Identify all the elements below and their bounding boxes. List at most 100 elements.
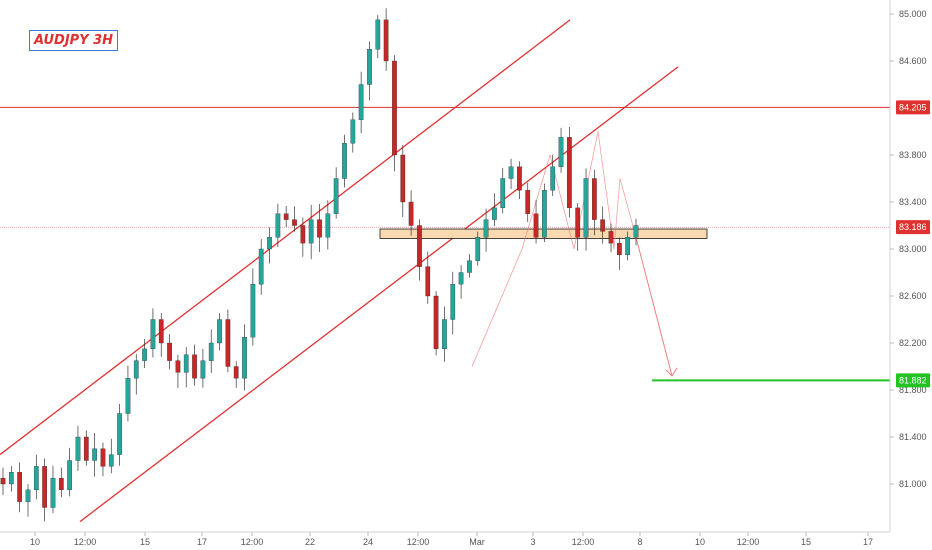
candle-body [633, 225, 639, 238]
candle-body [333, 178, 339, 214]
candle-body [75, 436, 81, 461]
time-tick-label: 15 [801, 537, 811, 547]
candle-body [350, 119, 356, 144]
candle-body [217, 319, 222, 344]
candle-body [433, 295, 439, 350]
candle-body [25, 489, 31, 502]
time-tick-label: 24 [363, 537, 373, 547]
price-tick-label: 82.600 [899, 291, 927, 301]
price-level-badge-label: 84.205 [899, 102, 927, 112]
candle-body [508, 166, 514, 179]
time-tick-label: 12:00 [74, 537, 97, 547]
time-tick-label: 15 [140, 537, 150, 547]
candle-body [192, 354, 197, 379]
price-level-badge-label: 83.186 [899, 222, 927, 232]
candle-body [250, 284, 256, 338]
price-level-badge [896, 373, 930, 388]
candle-body [475, 237, 481, 261]
price-tick-label: 83.400 [899, 197, 927, 207]
candle-body [267, 237, 272, 250]
time-tick-label: 10 [30, 537, 40, 547]
time-tick-label: 12:00 [241, 537, 264, 547]
candle-body [175, 360, 181, 373]
candle-body [242, 336, 247, 379]
candle-body [325, 213, 331, 238]
candle-body [558, 137, 564, 167]
candle-body [483, 219, 489, 238]
time-tick-label: 12:00 [572, 537, 595, 547]
candle-body [575, 207, 581, 238]
candle-body [300, 225, 306, 244]
price-tick-label: 85.000 [899, 9, 927, 19]
candle-body [142, 348, 147, 361]
candle-body [358, 84, 364, 120]
price-tick-label: 83.000 [899, 244, 927, 254]
candle-body [425, 266, 431, 297]
candle-body [125, 378, 131, 414]
time-tick-label: 12:00 [407, 537, 430, 547]
candle-body [83, 436, 89, 461]
candle-body [608, 231, 614, 244]
price-level-badge-label: 81.882 [899, 375, 927, 385]
candle-body [533, 213, 539, 238]
candle-body [58, 477, 64, 491]
channel-upper-line [0, 19, 571, 456]
time-tick-label: 22 [305, 537, 315, 547]
candle-body [50, 477, 56, 508]
candle-body [167, 342, 172, 361]
candle-body [392, 60, 397, 156]
candle-body [200, 360, 206, 379]
price-tick-label: 82.200 [899, 338, 927, 348]
candle-body [375, 19, 381, 50]
candle-body [133, 360, 139, 379]
candlestick-series [0, 8, 639, 522]
candle-body [8, 472, 14, 485]
candle-body [292, 219, 297, 226]
candle-body [342, 143, 347, 179]
candle-body [383, 19, 389, 62]
candle-body [492, 207, 497, 220]
candle-body [500, 178, 506, 209]
candle-body [458, 272, 464, 285]
candle-body [258, 248, 264, 285]
candle-body [150, 319, 156, 350]
candle-body [100, 448, 106, 467]
channel-lower-line [79, 66, 679, 523]
candle-body [67, 460, 72, 491]
candle-body [442, 319, 447, 350]
time-tick-label: 10 [695, 537, 705, 547]
time-tick-label: 12:00 [737, 537, 760, 547]
candle-body [467, 260, 472, 273]
price-tick-label: 83.800 [899, 150, 927, 160]
time-tick-label: Mar [469, 537, 485, 547]
projection-arrow-line [635, 237, 673, 377]
price-tick-label: 84.600 [899, 56, 927, 66]
candle-body [308, 219, 314, 244]
candle-body [592, 178, 597, 220]
candle-body [108, 454, 114, 467]
price-tick-label: 81.000 [899, 479, 927, 489]
candle-body [283, 213, 289, 220]
candle-body [583, 178, 589, 238]
time-tick-label: 8 [637, 537, 642, 547]
candle-body [275, 213, 281, 238]
chart-overlays [0, 19, 890, 523]
price-level-badge [896, 220, 930, 235]
candle-body [550, 166, 556, 191]
candle-body [92, 448, 97, 461]
candle-body [542, 190, 547, 238]
candle-body [408, 201, 414, 226]
candle-body [616, 242, 622, 256]
candle-body [567, 137, 572, 209]
candle-body [208, 342, 214, 361]
time-tick-label: 17 [197, 537, 207, 547]
price-tick-label: 81.800 [899, 385, 927, 395]
candle-body [517, 166, 522, 191]
candle-body [317, 219, 322, 238]
candle-body [117, 413, 122, 455]
candle-body [0, 477, 6, 485]
time-tick-label: 17 [863, 537, 873, 547]
candle-body [400, 154, 406, 203]
